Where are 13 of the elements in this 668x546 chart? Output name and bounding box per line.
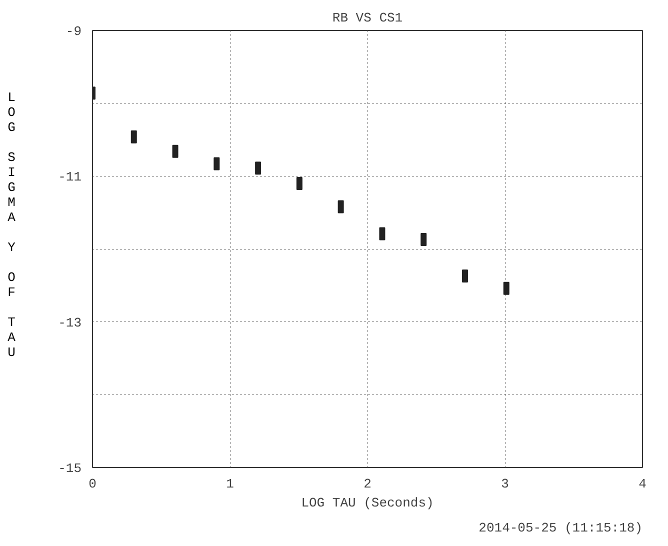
- y-tick-label: -15: [58, 461, 82, 476]
- text: 2014-05-25 (11:15:18): [478, 520, 642, 536]
- y-tick-label: -11: [58, 170, 82, 185]
- y-tick-label: -9: [66, 24, 82, 39]
- x-tick-label: 1: [226, 476, 234, 492]
- x-tick-label: 2: [364, 476, 372, 492]
- y-axis-title: LOG SIGMA Y OF TAU: [4, 90, 19, 360]
- x-tick-label: 0: [88, 476, 96, 492]
- x-tick-label: 4: [638, 476, 647, 492]
- chart-title: RB VS CS1: [332, 10, 403, 26]
- x-axis-title: LOG TAU (Seconds): [301, 496, 434, 510]
- x-tick-label: 3: [501, 476, 509, 492]
- y-tick-label: -13: [58, 315, 82, 330]
